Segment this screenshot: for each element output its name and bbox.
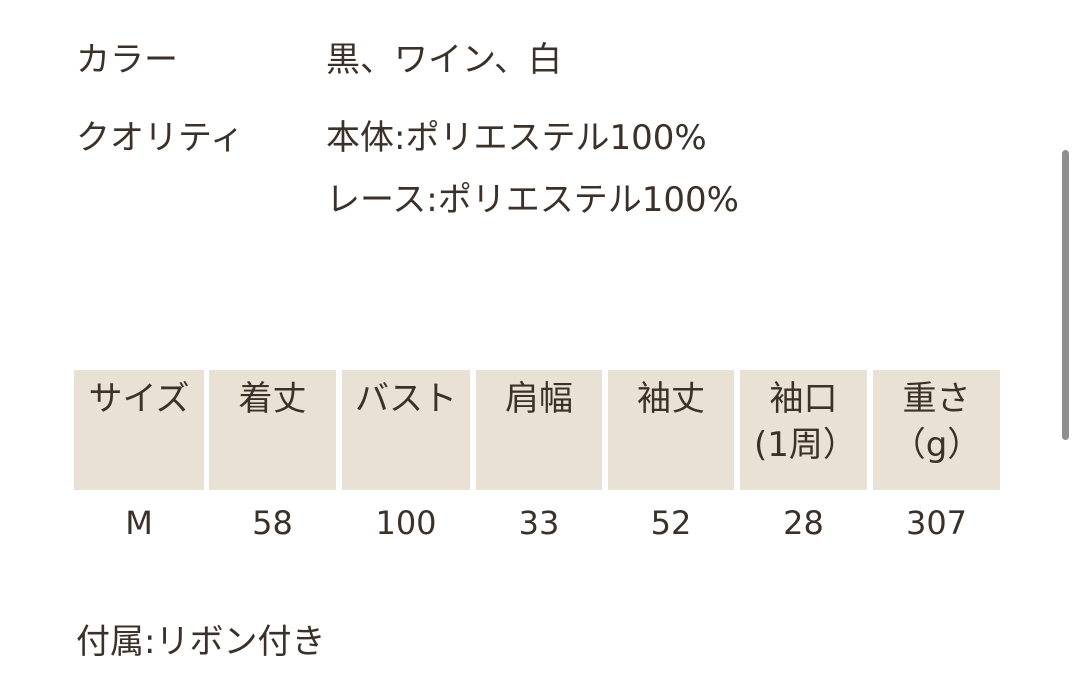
table-header: 袖口(1周） bbox=[740, 370, 867, 490]
table-header: サイズ bbox=[74, 370, 204, 490]
table-cell: 100 bbox=[375, 504, 437, 542]
table-cell: 52 bbox=[650, 504, 692, 542]
quality-value-body: 本体:ポリエステル100% bbox=[326, 118, 707, 158]
table-cell: M bbox=[125, 504, 153, 542]
table-cell: 33 bbox=[518, 504, 560, 542]
color-value: 黒、ワイン、白 bbox=[326, 40, 562, 80]
table-header: バスト bbox=[342, 370, 470, 490]
scrollbar[interactable] bbox=[1062, 150, 1069, 440]
table-cell: 307 bbox=[905, 504, 968, 542]
quality-value-lace: レース:ポリエステル100% bbox=[326, 180, 739, 220]
color-label: カラー bbox=[76, 40, 178, 80]
table-cell: 28 bbox=[783, 504, 824, 542]
table-header: 袖丈 bbox=[608, 370, 734, 490]
table-header: 重さ（g） bbox=[873, 370, 1000, 490]
accessory-note: 付属:リボン付き bbox=[76, 622, 326, 662]
quality-label: クオリティ bbox=[76, 118, 244, 158]
table-header: 肩幅 bbox=[476, 370, 602, 490]
table-header: 着丈 bbox=[209, 370, 336, 490]
table-cell: 58 bbox=[252, 504, 293, 542]
